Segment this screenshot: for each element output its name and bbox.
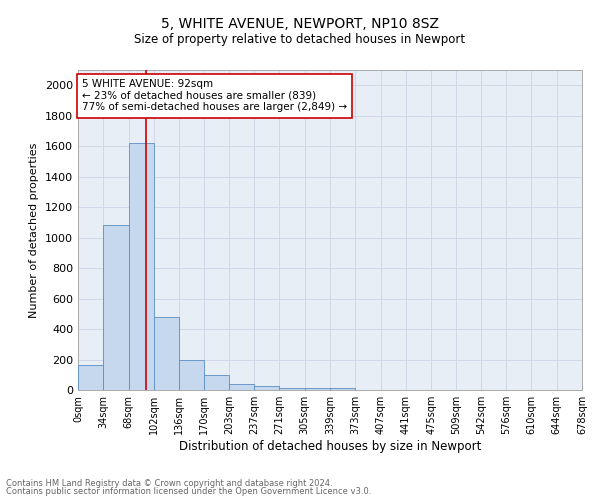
- Bar: [205, 375, 229, 390]
- Bar: [78, 365, 103, 390]
- Bar: [154, 317, 179, 390]
- Bar: [280, 388, 305, 390]
- X-axis label: Distribution of detached houses by size in Newport: Distribution of detached houses by size …: [179, 440, 481, 453]
- Bar: [305, 388, 330, 390]
- Bar: [229, 384, 254, 390]
- Bar: [330, 388, 355, 390]
- Bar: [254, 386, 280, 390]
- Bar: [103, 226, 128, 390]
- Text: Contains public sector information licensed under the Open Government Licence v3: Contains public sector information licen…: [6, 487, 371, 496]
- Bar: [179, 360, 205, 390]
- Y-axis label: Number of detached properties: Number of detached properties: [29, 142, 40, 318]
- Text: 5, WHITE AVENUE, NEWPORT, NP10 8SZ: 5, WHITE AVENUE, NEWPORT, NP10 8SZ: [161, 18, 439, 32]
- Text: 5 WHITE AVENUE: 92sqm
← 23% of detached houses are smaller (839)
77% of semi-det: 5 WHITE AVENUE: 92sqm ← 23% of detached …: [82, 79, 347, 112]
- Text: Size of property relative to detached houses in Newport: Size of property relative to detached ho…: [134, 32, 466, 46]
- Text: Contains HM Land Registry data © Crown copyright and database right 2024.: Contains HM Land Registry data © Crown c…: [6, 478, 332, 488]
- Bar: [128, 143, 154, 390]
